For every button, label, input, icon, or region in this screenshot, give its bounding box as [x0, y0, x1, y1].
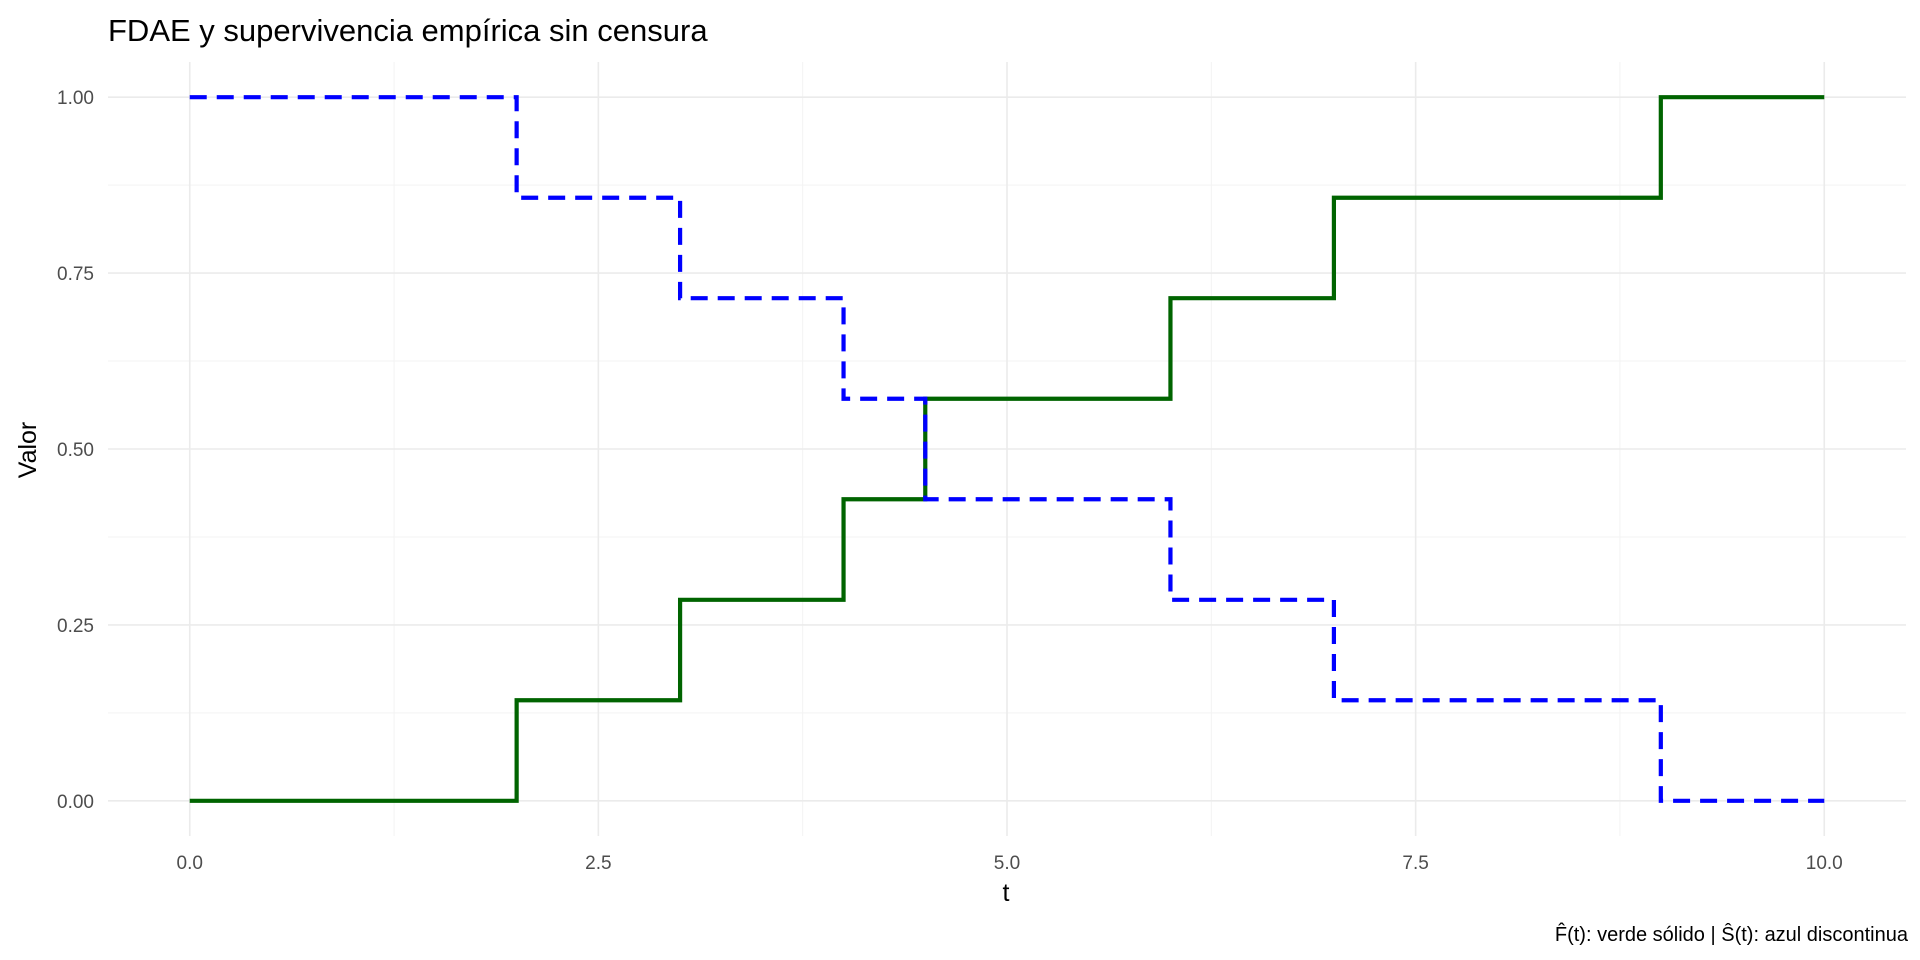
y-tick-label: 0.50	[57, 440, 94, 461]
x-tick-label: 5.0	[994, 853, 1020, 874]
x-tick-label: 10.0	[1806, 853, 1843, 874]
x-tick-label: 7.5	[1402, 853, 1428, 874]
y-tick-label: 0.25	[57, 616, 94, 637]
y-tick-label: 0.75	[57, 264, 94, 285]
chart-title: FDAE y supervivencia empírica sin censur…	[108, 13, 708, 48]
x-axis-title: t	[1003, 879, 1010, 907]
y-tick-label: 0.00	[57, 792, 94, 813]
y-axis-title: Valor	[14, 422, 42, 479]
tick-labels: 0.0 2.5 5.0 7.5 10.0 0.00 0.25 0.50 0.75 1.00	[57, 88, 1843, 874]
x-tick-label: 2.5	[585, 853, 611, 874]
series-layer	[189, 95, 1825, 803]
chart-caption: F̂(t): verde sólido | Ŝ(t): azul discont…	[1555, 923, 1909, 946]
x-tick-label: 0.0	[177, 853, 203, 874]
y-tick-label: 1.00	[57, 88, 94, 109]
series-line-dashed	[189, 95, 1825, 803]
grid	[108, 62, 1906, 836]
